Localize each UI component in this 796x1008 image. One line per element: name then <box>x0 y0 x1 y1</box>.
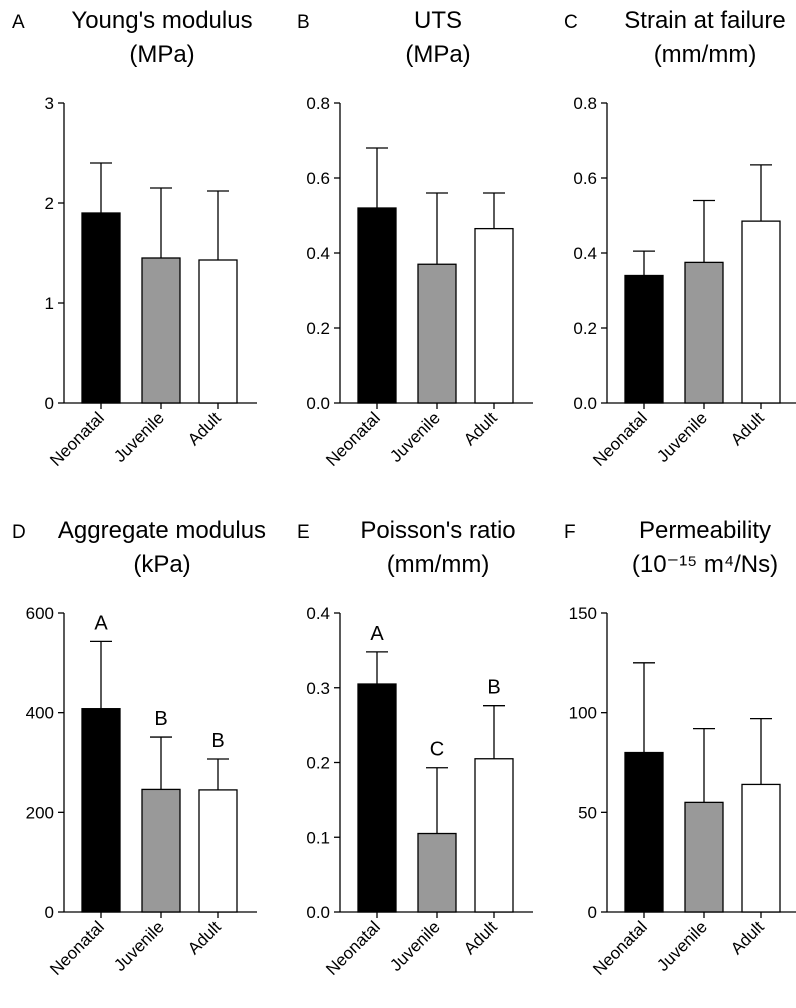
x-tick-label: Adult <box>460 917 501 958</box>
y-tick-label: 0.8 <box>573 94 597 113</box>
x-tick-label: Neonatal <box>589 408 651 470</box>
bar <box>357 683 397 913</box>
chart-title: Aggregate modulus <box>58 517 266 544</box>
x-tick-label: Juvenile <box>653 917 711 975</box>
panel-letter: E <box>297 522 310 543</box>
panel-letter: D <box>12 522 26 543</box>
chart-subtitle: (10⁻¹⁵ m⁴/Ns) <box>632 551 778 578</box>
x-tick-label: Juvenile <box>386 917 444 975</box>
bar <box>624 751 664 913</box>
bar <box>198 259 238 404</box>
bar <box>741 220 781 404</box>
y-tick-label: 0.4 <box>306 244 330 263</box>
y-tick-label: 0.2 <box>306 754 330 773</box>
y-tick-label: 0.3 <box>306 679 330 698</box>
y-tick-label: 0 <box>588 903 597 922</box>
chart-subtitle: (MPa) <box>129 41 194 68</box>
x-tick-label: Neonatal <box>589 917 651 979</box>
bar <box>417 832 457 913</box>
chart-subtitle: (mm/mm) <box>654 41 757 68</box>
y-tick-label: 600 <box>26 604 54 623</box>
y-tick-label: 0.6 <box>306 169 330 188</box>
x-tick-label: Adult <box>727 408 768 449</box>
significance-label: B <box>211 730 224 752</box>
chart-subtitle: (MPa) <box>405 41 470 68</box>
bar <box>474 227 514 404</box>
bar <box>684 801 724 913</box>
chart-title: Young's modulus <box>71 7 252 34</box>
x-tick-label: Adult <box>184 408 225 449</box>
significance-label: A <box>94 612 108 634</box>
x-tick-label: Neonatal <box>46 917 108 979</box>
y-tick-label: 0.0 <box>573 394 597 413</box>
y-tick-label: 1 <box>45 294 54 313</box>
chart-title: Poisson's ratio <box>360 517 515 544</box>
bar <box>141 788 181 913</box>
chart-title: UTS <box>414 7 462 34</box>
y-tick-label: 0 <box>45 903 54 922</box>
significance-label: A <box>370 623 384 645</box>
x-tick-label: Juvenile <box>110 408 168 466</box>
y-tick-label: 2 <box>45 194 54 213</box>
y-tick-label: 0.4 <box>306 604 330 623</box>
y-tick-label: 0.1 <box>306 828 330 847</box>
y-tick-label: 0.0 <box>306 903 330 922</box>
chart-title: Strain at failure <box>624 7 785 34</box>
y-tick-label: 150 <box>569 604 597 623</box>
y-tick-label: 0.8 <box>306 94 330 113</box>
x-tick-label: Adult <box>460 408 501 449</box>
y-tick-label: 0.6 <box>573 169 597 188</box>
x-tick-label: Adult <box>184 917 225 958</box>
x-tick-label: Neonatal <box>322 917 384 979</box>
y-tick-label: 0.2 <box>306 319 330 338</box>
y-tick-label: 0 <box>45 394 54 413</box>
significance-label: B <box>154 708 167 730</box>
x-tick-label: Juvenile <box>110 917 168 975</box>
y-tick-label: 0.0 <box>306 394 330 413</box>
x-tick-label: Juvenile <box>653 408 711 466</box>
bar <box>624 274 664 404</box>
chart-subtitle: (kPa) <box>133 551 190 578</box>
panel-letter: B <box>297 12 310 33</box>
significance-label: B <box>487 677 500 699</box>
panel-letter: C <box>564 12 578 33</box>
x-tick-label: Neonatal <box>46 408 108 470</box>
panel-letter: A <box>12 12 25 33</box>
bar <box>417 263 457 404</box>
y-tick-label: 3 <box>45 94 54 113</box>
chart-subtitle: (mm/mm) <box>387 551 490 578</box>
panel-letter: F <box>564 522 576 543</box>
bar <box>141 257 181 404</box>
bar <box>81 212 121 404</box>
bar <box>198 789 238 913</box>
x-tick-label: Neonatal <box>322 408 384 470</box>
chart-title: Permeability <box>639 517 771 544</box>
y-tick-label: 400 <box>26 704 54 723</box>
x-tick-label: Juvenile <box>386 408 444 466</box>
bar <box>81 708 121 913</box>
bar <box>474 758 514 913</box>
bar <box>357 207 397 404</box>
bar <box>684 261 724 404</box>
significance-label: C <box>430 739 444 761</box>
y-tick-label: 0.2 <box>573 319 597 338</box>
y-tick-label: 200 <box>26 803 54 822</box>
bar <box>741 783 781 913</box>
y-tick-label: 50 <box>578 803 597 822</box>
y-tick-label: 0.4 <box>573 244 597 263</box>
x-tick-label: Adult <box>727 917 768 958</box>
y-tick-label: 100 <box>569 704 597 723</box>
